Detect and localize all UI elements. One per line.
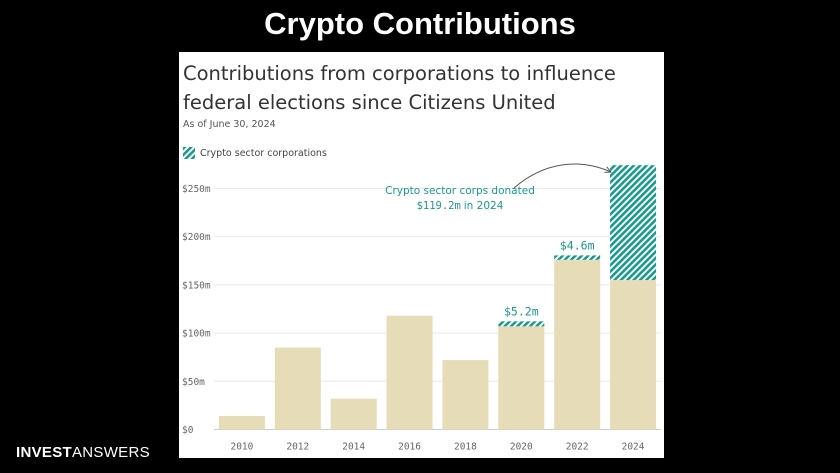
y-tick-label: $50m — [182, 377, 205, 388]
y-tick-label: $0 — [182, 425, 194, 436]
callout-line1: Crypto sector corps donated — [385, 185, 535, 197]
y-tick-label: $250m — [182, 184, 211, 195]
chart-title: Contributions from corporations to influ… — [183, 62, 616, 114]
x-tick-label: 2022 — [566, 442, 589, 453]
bar-crypto-2024 — [610, 165, 657, 281]
callout-year: in 2024 — [464, 200, 504, 212]
bar-crypto-2022 — [554, 255, 601, 260]
x-tick-label: 2014 — [342, 442, 365, 453]
y-tick-label: $150m — [182, 280, 211, 291]
x-tick-label: 2016 — [398, 442, 421, 453]
brand-logo: INVESTANSWERS — [16, 444, 150, 461]
legend-label: Crypto sector corporations — [200, 147, 327, 159]
data-label-2022: $4.6m — [560, 238, 595, 252]
brand-part1: INVEST — [16, 444, 72, 461]
x-tick-label: 2010 — [230, 442, 253, 453]
bar-2016 — [386, 315, 433, 430]
brand-part2: ANSWERS — [71, 444, 150, 461]
bar-2024 — [610, 280, 657, 430]
bar-2010 — [218, 416, 265, 430]
chart-subtitle: As of June 30, 2024 — [183, 119, 276, 130]
chart-panel: Contributions from corporations to influ… — [179, 52, 664, 458]
callout-line2: $119.2m in 2024 — [417, 200, 504, 212]
y-tick-label: $200m — [182, 232, 211, 243]
bar-2012 — [274, 347, 321, 430]
bar-chart: $0 $50m $100m $150m $200m $250m 2010 2012 2014 2… — [182, 163, 661, 453]
bar-2014 — [330, 398, 377, 430]
slide-title: Crypto Contributions — [264, 6, 576, 41]
chart-legend: Crypto sector corporations — [183, 147, 327, 159]
legend-swatch-hatched — [183, 147, 195, 159]
callout-amount: $119.2m — [417, 200, 461, 212]
bar-crypto-2020 — [498, 321, 545, 327]
data-label-2020: $5.2m — [504, 304, 539, 318]
bar-2022 — [554, 259, 601, 430]
x-tick-label: 2020 — [510, 442, 533, 453]
bar-2020 — [498, 326, 545, 430]
bar-2018 — [442, 360, 489, 430]
y-tick-label: $100m — [182, 329, 211, 340]
x-tick-label: 2018 — [454, 442, 477, 453]
x-tick-label: 2024 — [622, 442, 645, 453]
callout-arrow — [513, 163, 611, 189]
x-tick-label: 2012 — [286, 442, 309, 453]
